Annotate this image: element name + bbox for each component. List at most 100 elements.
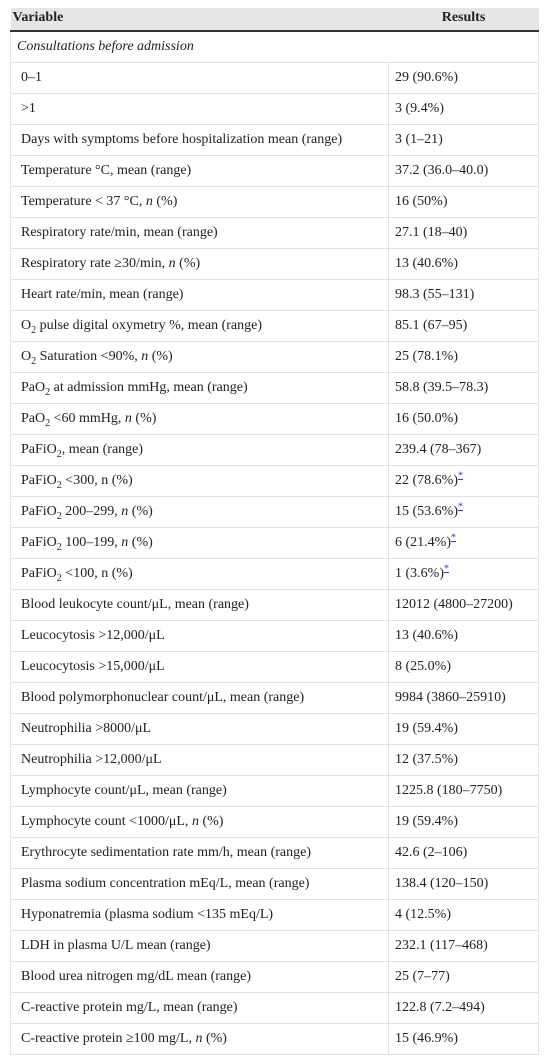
result-cell: 27.1 (18–40)	[388, 217, 539, 249]
text: pulse digital oxymetry %, mean (range)	[36, 318, 262, 333]
text: 4 (12.5%)	[395, 907, 451, 922]
result-cell: 239.4 (78–367)	[388, 434, 539, 466]
table-row: O2 pulse digital oxymetry %, mean (range…	[10, 310, 539, 342]
text: <300, n (%)	[61, 473, 133, 488]
subscript: 2	[31, 324, 37, 336]
text: 8 (25.0%)	[395, 659, 451, 674]
result-cell: 15 (46.9%)	[388, 1023, 539, 1055]
result-cell: 16 (50.0%)	[388, 403, 539, 435]
text: PaFiO	[21, 535, 57, 550]
text: (%)	[128, 504, 153, 519]
text: >1	[21, 101, 36, 116]
result-cell: 13 (40.6%)	[388, 248, 539, 280]
table-row: Blood polymorphonuclear count/μL, mean (…	[10, 682, 539, 714]
table-row: O2 Saturation <90%, n (%) 25 (78.1%)	[10, 341, 539, 373]
text: Blood leukocyte count/μL, mean (range)	[21, 597, 249, 612]
text: 29 (90.6%)	[395, 70, 458, 85]
text: 15 (53.6%)	[395, 504, 458, 519]
text: 100–199,	[61, 535, 122, 550]
result-cell: 98.3 (55–131)	[388, 279, 539, 311]
header-cell: Results	[388, 8, 539, 32]
table-row: Lymphocyte count <1000/μL, n (%) 19 (59.4…	[10, 806, 539, 838]
result-cell: 25 (78.1%)	[388, 341, 539, 373]
footnote-link[interactable]: *	[458, 501, 463, 513]
result-cell: 12012 (4800–27200)	[388, 589, 539, 621]
table-row: Blood leukocyte count/μL, mean (range) 12…	[10, 589, 539, 621]
text: PaO	[21, 380, 46, 395]
text: <60 mmHg,	[50, 411, 125, 426]
variable-cell: Leucocytosis >15,000/μL	[10, 651, 389, 683]
italic-text: n	[124, 411, 132, 426]
result-cell: 12 (37.5%)	[388, 744, 539, 776]
text: 16 (50.0%)	[395, 411, 458, 426]
text: Neutrophilia >8000/μL	[21, 721, 152, 736]
variable-cell: Respiratory rate/min, mean (range)	[10, 217, 389, 249]
variable-cell: Days with symptoms before hospitalizatio…	[10, 124, 389, 156]
table-row: Respiratory rate ≥30/min, n (%) 13 (40.6%…	[10, 248, 539, 280]
text: C-reactive protein ≥100 mg/L,	[21, 1031, 196, 1046]
table-row: PaO2 <60 mmHg, n (%) 16 (50.0%)	[10, 403, 539, 435]
result-cell: 4 (12.5%)	[388, 899, 539, 931]
text: Respiratory rate ≥30/min,	[21, 256, 169, 271]
table-row: PaFiO2 200–299, n (%) 15 (53.6%)*	[10, 496, 539, 528]
table-header: Variable Results	[10, 8, 539, 32]
text: (%)	[202, 1031, 227, 1046]
text: (%)	[198, 814, 224, 829]
result-cell: 19 (59.4%)	[388, 713, 539, 745]
text: PaFiO	[21, 566, 57, 581]
result-cell: 8 (25.0%)	[388, 651, 539, 683]
text: Plasma sodium concentration mEq/L, mean …	[21, 876, 310, 891]
text: Respiratory rate/min, mean (range)	[21, 225, 218, 240]
text: at admission mmHg, mean (range)	[50, 380, 248, 395]
table-row: C-reactive protein mg/L, mean (range) 122…	[10, 992, 539, 1024]
subscript: 2	[56, 479, 62, 491]
subscript: 2	[31, 355, 37, 367]
result-cell: 6 (21.4%)*	[388, 527, 539, 559]
text: C-reactive protein mg/L, mean (range)	[21, 1000, 238, 1015]
result-cell: 25 (7–77)	[388, 961, 539, 993]
table-row: Hyponatremia (plasma sodium <135 mEq/L) 4…	[10, 899, 539, 931]
variable-cell: PaO2 at admission mmHg, mean (range)	[10, 372, 389, 404]
text: (%)	[175, 256, 201, 271]
table-body: Consultations before admission 0–1 29 (90…	[10, 30, 539, 1055]
text: , mean (range)	[61, 442, 144, 457]
table-row: Lymphocyte count/μL, mean (range) 1225.8 …	[10, 775, 539, 807]
result-cell: 42.6 (2–106)	[388, 837, 539, 869]
variable-cell: Respiratory rate ≥30/min, n (%)	[10, 248, 389, 280]
table-row: Neutrophilia >8000/μL 19 (59.4%)	[10, 713, 539, 745]
text: Leucocytosis >15,000/μL	[21, 659, 165, 674]
subscript: 2	[56, 541, 62, 553]
text: Lymphocyte count/μL, mean (range)	[21, 783, 227, 798]
text: 239.4 (78–367)	[395, 442, 482, 457]
variable-cell: Lymphocyte count <1000/μL, n (%)	[10, 806, 389, 838]
text: (%)	[152, 194, 178, 209]
text: 6 (21.4%)	[395, 535, 451, 550]
text: Blood polymorphonuclear count/μL, mean (…	[21, 690, 305, 705]
text: 138.4 (120–150)	[395, 876, 489, 891]
subscript: 2	[56, 448, 62, 460]
text: PaO	[21, 411, 46, 426]
text: 9984 (3860–25910)	[395, 690, 506, 705]
result-cell: 29 (90.6%)	[388, 62, 539, 94]
subscript: 2	[56, 510, 62, 522]
text: 1225.8 (180–7750)	[395, 783, 503, 798]
variable-cell: Temperature < 37 °C, n (%)	[10, 186, 389, 218]
footnote-link[interactable]: *	[444, 563, 449, 575]
text: (%)	[131, 411, 157, 426]
footnote-link[interactable]: *	[451, 532, 456, 544]
table-row: Temperature °C, mean (range) 37.2 (36.0–4…	[10, 155, 539, 187]
result-cell: 13 (40.6%)	[388, 620, 539, 652]
variable-cell: 0–1	[10, 62, 389, 94]
results-table: Variable Results Consultations before ad…	[10, 8, 539, 1055]
text: Saturation <90%,	[36, 349, 142, 364]
text: 85.1 (67–95)	[395, 318, 468, 333]
result-cell: 85.1 (67–95)	[388, 310, 539, 342]
result-cell: 138.4 (120–150)	[388, 868, 539, 900]
section-label: Consultations before admission	[10, 30, 539, 63]
text: Temperature < 37 °C,	[21, 194, 146, 209]
italic-text: n	[121, 504, 129, 519]
text: 19 (59.4%)	[395, 814, 458, 829]
variable-cell: PaFiO2 100–199, n (%)	[10, 527, 389, 559]
footnote-link[interactable]: *	[458, 470, 463, 482]
